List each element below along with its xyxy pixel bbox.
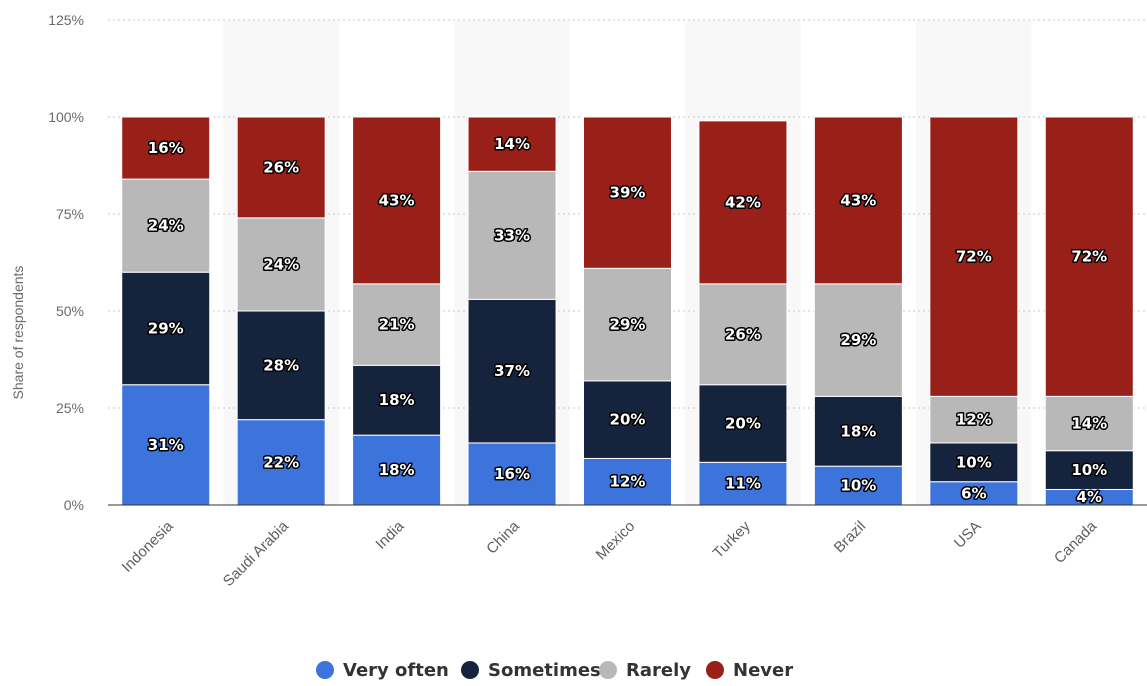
data-label: 39% — [610, 184, 646, 202]
bar-segment — [583, 116, 672, 269]
data-label: 14% — [1071, 415, 1107, 433]
bar-segment — [467, 298, 557, 444]
bar-segment — [698, 283, 788, 386]
legend-item[interactable]: Rarely — [599, 660, 691, 681]
data-label: 33% — [494, 226, 530, 244]
data-label: 12% — [610, 473, 646, 491]
x-tick-label: Mexico — [593, 518, 639, 564]
y-tick-label: 75% — [56, 206, 84, 222]
bar-segment — [352, 364, 442, 436]
bar-segment — [467, 116, 557, 172]
bar-segment — [583, 380, 672, 459]
x-tick-label: Indonesia — [119, 517, 177, 575]
data-label: 10% — [1071, 461, 1107, 479]
data-label: 29% — [840, 331, 876, 349]
legend-label: Sometimes — [488, 660, 601, 681]
x-tick-label: Brazil — [831, 518, 870, 557]
legend-label: Rarely — [626, 660, 691, 681]
y-tick-label: 50% — [56, 303, 84, 319]
data-label: 42% — [725, 193, 761, 211]
legend-marker-icon — [316, 661, 334, 679]
bar-segment — [813, 116, 903, 285]
bar-segment — [583, 457, 672, 506]
x-tick-label: India — [372, 517, 407, 552]
bar-segment — [1044, 116, 1134, 397]
data-label: 11% — [725, 475, 761, 493]
data-label: 16% — [494, 465, 530, 483]
data-label: 28% — [263, 356, 299, 374]
data-label: 43% — [379, 191, 415, 209]
y-axis-ticks: 0% 25% 50% 75% 100% 125% — [48, 12, 84, 513]
legend-label: Very often — [343, 660, 449, 681]
data-label: 10% — [840, 477, 876, 495]
bar-segment — [352, 283, 442, 366]
bar-segment — [698, 120, 788, 285]
bar-segment — [236, 310, 326, 421]
legend-item[interactable]: Never — [706, 660, 793, 681]
data-label: 4% — [1077, 488, 1102, 506]
legend-item[interactable]: Sometimes — [461, 660, 601, 681]
data-labels: 31% 29% 24% 16% 22% 28% 24% 26% 18% 18% 21% 43% 16% 3… — [146, 134, 1108, 508]
data-label: 6% — [961, 484, 986, 502]
legend: Very often Sometimes Rarely Never — [316, 660, 793, 681]
bar-segment — [583, 267, 672, 382]
data-label: 29% — [610, 316, 646, 334]
legend-marker-icon — [599, 661, 617, 679]
x-tick-label: Canada — [1051, 517, 1101, 567]
data-label: 31% — [148, 436, 184, 454]
bar-segment — [813, 465, 903, 506]
data-label: 26% — [263, 158, 299, 176]
bar-segment — [929, 116, 1019, 397]
y-tick-label: 125% — [48, 12, 84, 28]
data-label: 29% — [148, 319, 184, 337]
x-tick-label: USA — [951, 518, 985, 552]
x-tick-label: Saudi Arabia — [220, 517, 293, 590]
bar-segment — [236, 217, 326, 312]
data-label: 20% — [610, 411, 646, 429]
legend-item[interactable]: Very often — [316, 660, 449, 681]
data-label: 43% — [840, 191, 876, 209]
x-tick-label: Turkey — [710, 517, 754, 561]
y-tick-label: 100% — [48, 109, 84, 125]
x-axis-ticks: Indonesia Saudi Arabia India China Mexico Tur… — [119, 517, 1101, 590]
data-label: 72% — [956, 248, 992, 266]
bar-segment — [1044, 450, 1134, 490]
data-label: 14% — [494, 135, 530, 153]
data-label: 24% — [263, 255, 299, 273]
bar-segment — [467, 170, 557, 300]
data-label: 37% — [494, 362, 530, 380]
bar-segment — [352, 434, 442, 506]
bar-segment — [467, 442, 557, 506]
bar-segment — [352, 116, 442, 285]
data-label: 16% — [148, 139, 184, 157]
data-label: 12% — [956, 411, 992, 429]
bar-segment — [813, 283, 903, 397]
bar-segment — [236, 116, 326, 219]
legend-label: Never — [733, 660, 793, 681]
data-label: 10% — [956, 453, 992, 471]
data-label: 26% — [725, 325, 761, 343]
bar-segment — [121, 116, 211, 180]
bar-segment — [813, 395, 903, 467]
data-label: 20% — [725, 415, 761, 433]
data-label: 18% — [840, 422, 876, 440]
bar-segment — [1044, 395, 1134, 452]
bar-segment — [236, 419, 326, 506]
bar-segment — [698, 384, 788, 463]
y-tick-label: 25% — [56, 400, 84, 416]
data-label: 18% — [379, 391, 415, 409]
x-tick-label: China — [483, 517, 523, 557]
legend-marker-icon — [461, 661, 479, 679]
data-label: 22% — [263, 453, 299, 471]
data-label: 21% — [379, 316, 415, 334]
data-label: 72% — [1071, 248, 1107, 266]
data-label: 24% — [148, 217, 184, 235]
y-tick-label: 0% — [64, 497, 84, 513]
data-label: 18% — [379, 461, 415, 479]
y-axis-title: Share of respondents — [10, 266, 26, 400]
legend-marker-icon — [706, 661, 724, 679]
